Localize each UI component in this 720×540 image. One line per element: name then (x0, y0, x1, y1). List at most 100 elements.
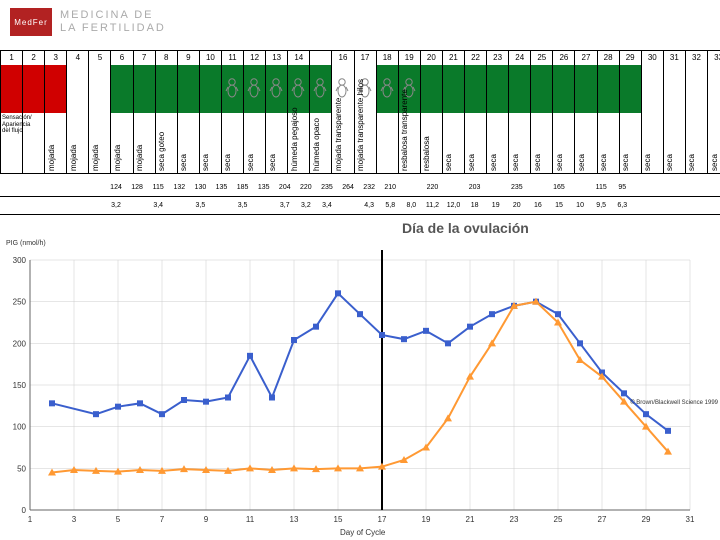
num-cell: 3,4 (316, 198, 337, 214)
mucus-cell: seca (244, 113, 266, 173)
band-cell (288, 65, 310, 113)
mucus-label: seca (533, 154, 542, 171)
mucus-cell: húmeda pegajoso (288, 113, 310, 173)
mucus-cell: seca (620, 113, 642, 173)
day-cell: 16 (332, 50, 354, 66)
svg-text:5: 5 (116, 515, 121, 524)
day-cell: 12 (244, 50, 266, 66)
svg-text:13: 13 (290, 515, 299, 524)
day-cell: 2 (23, 50, 45, 66)
svg-text:1: 1 (28, 515, 33, 524)
day-cell: 22 (465, 50, 487, 66)
mucus-label: mojada transparente (334, 98, 343, 171)
num-cell: 132 (169, 180, 190, 196)
num-cell: 235 (316, 180, 337, 196)
num-cell (21, 180, 42, 196)
day-cell: 23 (487, 50, 509, 66)
mucus-label: resbalosa (422, 136, 431, 171)
mucus-cell: mojada (111, 113, 133, 173)
mucus-label: mojada transparente hilos (356, 79, 365, 171)
mucus-label: seca (223, 154, 232, 171)
num-cell: 232 (359, 180, 380, 196)
num-cell (633, 198, 654, 214)
svg-text:7: 7 (160, 515, 165, 524)
mucus-cell: mojada (134, 113, 156, 173)
mucus-cell: seca (553, 113, 575, 173)
num-cell (675, 198, 696, 214)
day-cell: 26 (553, 50, 575, 66)
num-cell: 19 (485, 198, 506, 214)
day-cell: 3 (45, 50, 67, 66)
mucus-cell: mojada transparente (332, 113, 354, 173)
mucus-label: seca (599, 154, 608, 171)
num-cell: 3,5 (190, 198, 211, 214)
chart-y-title: PIG (nmol/h) (6, 240, 46, 247)
num-cell: 18 (464, 198, 485, 214)
num-cell: 11,2 (422, 198, 443, 214)
num-cell (63, 198, 84, 214)
svg-text:100: 100 (13, 423, 27, 432)
svg-text:50: 50 (17, 464, 26, 473)
num-cell: 204 (274, 180, 295, 196)
chart-x-title: Day of Cycle (340, 528, 385, 537)
num-cell (527, 180, 548, 196)
num-cell: 3,7 (274, 198, 295, 214)
mucus-cell: seca (708, 113, 720, 173)
num-cell: 115 (148, 180, 169, 196)
day-cell: 32 (686, 50, 708, 66)
num-cell (127, 198, 148, 214)
num-cell: 10 (570, 198, 591, 214)
band-cell (178, 65, 200, 113)
day-header-row: 1234567891011121314161718192021222324252… (0, 50, 720, 66)
svg-text:25: 25 (554, 515, 563, 524)
num-cell: 9,5 (591, 198, 612, 214)
mucus-cell: mojada (45, 113, 67, 173)
num-cell: 12,0 (443, 198, 464, 214)
day-cell: 9 (178, 50, 200, 66)
num-cell (0, 180, 21, 196)
mucus-cell: seca (575, 113, 597, 173)
svg-text:17: 17 (378, 515, 387, 524)
mucus-label-row: mojadamojadamojadamojadamojadaseca goteo… (0, 113, 720, 174)
baby-icon (247, 77, 261, 99)
mucus-cell: resbalosa transparente (399, 113, 421, 173)
brand-logo: MedFer MEDICINA DE LA FERTILIDAD (10, 8, 166, 36)
day-cell: 27 (575, 50, 597, 66)
svg-text:0: 0 (22, 506, 27, 515)
band-cell (89, 65, 111, 113)
num-cell (63, 180, 84, 196)
num-cell: 4,3 (359, 198, 380, 214)
baby-icon (291, 77, 305, 99)
baby-icon (225, 77, 239, 99)
num-cell (84, 198, 105, 214)
day-cell: 20 (421, 50, 443, 66)
num-cell: 3,2 (295, 198, 316, 214)
num-cell: 185 (232, 180, 253, 196)
num-cell (654, 180, 675, 196)
day-cell (310, 50, 332, 66)
band-cell (377, 65, 399, 113)
num-cell: 124 (105, 180, 126, 196)
day-cell: 8 (156, 50, 178, 66)
source-note: © Brown/Blackwell Science 1999 (630, 400, 718, 406)
mucus-cell: seca (222, 113, 244, 173)
svg-text:27: 27 (598, 515, 607, 524)
baby-icon (269, 77, 283, 99)
num-cell: 5,8 (380, 198, 401, 214)
band-cell (23, 65, 45, 113)
day-cell: 14 (288, 50, 310, 66)
mucus-label: húmeda pegajoso (290, 107, 299, 171)
day-cell: 11 (222, 50, 244, 66)
num-cell (253, 198, 274, 214)
num-cell: 8,0 (401, 198, 422, 214)
num-cell (42, 198, 63, 214)
band-cell (200, 65, 222, 113)
band-cell (266, 65, 288, 113)
mucus-label: seca (621, 154, 630, 171)
num-cell: 16 (527, 198, 548, 214)
mucus-cell: seca (686, 113, 708, 173)
svg-text:23: 23 (510, 515, 519, 524)
band-cell (553, 65, 575, 113)
num-cell: 203 (464, 180, 485, 196)
mucus-label: seca (577, 154, 586, 171)
